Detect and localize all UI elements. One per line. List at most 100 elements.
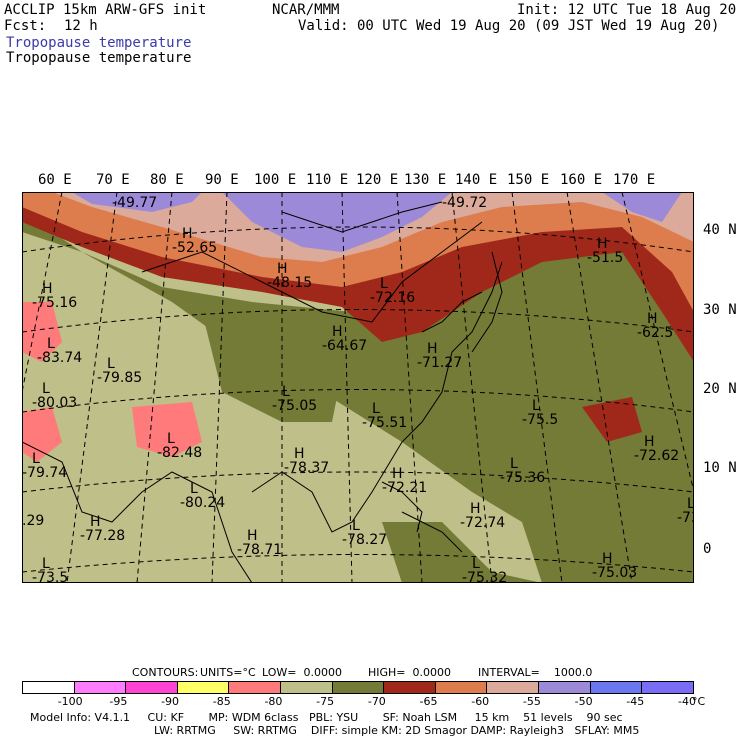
extremum-value: -75.32	[462, 570, 507, 583]
legend-swatch	[229, 682, 282, 693]
olive-region	[22, 212, 694, 583]
longitude-label: 70 E	[96, 172, 130, 188]
color-legend	[22, 681, 694, 694]
legend-swatch	[539, 682, 591, 693]
model-info-line2: LW: RRTMG SW: RRTMG DIFF: simple KM: 2D …	[154, 724, 640, 737]
extremum-value: .29	[22, 513, 44, 529]
longitude-label: 110 E	[306, 172, 349, 188]
legend-swatch	[332, 682, 385, 693]
legend-tick-label: -90	[161, 695, 180, 708]
pink-area-west	[22, 302, 62, 362]
legend-swatch	[177, 682, 230, 693]
extremum-value: -77.28	[80, 528, 125, 544]
extremum-value: -72.21	[382, 480, 427, 496]
extremum-marker: H	[470, 501, 481, 517]
valid-time: Valid: 00 UTC Wed 19 Aug 20 (09 JST Wed …	[298, 18, 720, 34]
extremum-marker: L	[352, 518, 360, 534]
pink-area-west2	[22, 407, 62, 462]
model-info-line1: Model Info: V4.1.1 CU: KF MP: WDM 6class…	[30, 711, 623, 724]
legend-swatch	[23, 682, 75, 693]
extremum-marker: H	[294, 446, 305, 462]
extremum-value: -73.5	[32, 570, 68, 583]
extremum-marker: L	[372, 401, 380, 417]
extremum-value: -80.03	[32, 395, 77, 411]
contours-interval: INTERVAL= 1000.0	[478, 666, 593, 679]
extremum-marker: L	[42, 381, 50, 397]
extremum-value: -79.74	[22, 465, 67, 481]
longitude-label: 120 E	[356, 172, 399, 188]
extremum-marker: H	[182, 226, 193, 242]
extremum-marker: L	[190, 481, 198, 497]
extremum-marker: L	[510, 456, 518, 472]
contour-field-title: Tropopause temperature	[6, 50, 192, 66]
legend-swatch	[126, 682, 178, 693]
center-label: NCAR/MMM	[272, 2, 340, 18]
extremum-marker: H	[42, 281, 53, 297]
red-spot-pacific	[582, 397, 642, 442]
init-time: Init: 12 UTC Tue 18 Aug 20	[517, 2, 737, 18]
extremum-value: -71.27	[417, 355, 462, 371]
extremum-marker: L	[32, 451, 40, 467]
legend-swatch	[281, 682, 333, 693]
longitude-label: 60 E	[38, 172, 72, 188]
extremum-marker: L	[380, 276, 388, 292]
legend-unit: °C	[692, 695, 706, 708]
latitude-label: 30 N	[703, 302, 737, 318]
extremum-marker: H	[427, 341, 438, 357]
extremum-marker: H	[122, 192, 133, 197]
purple-region-center	[222, 192, 452, 252]
extremum-marker: L	[47, 336, 55, 352]
extremum-marker: L	[107, 356, 115, 372]
extremum-value: -75.51	[362, 415, 407, 431]
extremum-value: -73.9	[677, 510, 694, 526]
legend-swatch	[384, 682, 436, 693]
coastlines	[22, 201, 503, 583]
extremum-marker: H	[277, 261, 288, 277]
extremum-marker: H	[644, 434, 655, 450]
latitude-label: 20 N	[703, 381, 737, 397]
graticule	[22, 192, 694, 583]
longitude-label: 130 E	[404, 172, 447, 188]
longitude-label: 170 E	[613, 172, 656, 188]
legend-tick-label: -75	[316, 695, 335, 708]
longitude-label: 100 E	[254, 172, 297, 188]
extremum-value: -48.15	[267, 275, 312, 291]
legend-tick-label: -40	[678, 695, 696, 708]
contours-high: HIGH= 0.0000	[368, 666, 452, 679]
extremum-marker: L	[687, 496, 694, 512]
legend-swatch	[642, 682, 693, 693]
extremum-value: -75.05	[272, 398, 317, 414]
legend-tick-label: -55	[522, 695, 541, 708]
extremum-marker: H	[90, 514, 101, 530]
map-frame	[22, 192, 694, 583]
purple-region-west	[72, 192, 202, 212]
extremum-value: -83.74	[37, 350, 82, 366]
extremum-value: -78.37	[284, 460, 329, 476]
legend-tick-label: -100	[57, 695, 83, 708]
legend-labels: -100 -95 -90 -85 -80 -75 -70 -65 -60 -55 -50 -45 -40…	[22, 695, 722, 709]
extremum-value: -80.24	[180, 495, 225, 511]
olive-region-sw	[202, 312, 342, 422]
purple-region-east	[602, 192, 682, 222]
contours-label: CONTOURS:	[132, 666, 199, 679]
legend-swatch	[487, 682, 540, 693]
contours-units: UNITS=°C	[200, 666, 256, 679]
legend-tick-label: -95	[109, 695, 128, 708]
legend-swatch	[74, 682, 127, 693]
extremum-value: -49.77	[112, 195, 157, 211]
extremum-marker: H	[452, 192, 463, 197]
longitude-label: 80 E	[150, 172, 184, 188]
legend-tick-label: -60	[471, 695, 490, 708]
extremum-value: -72.62	[634, 448, 679, 464]
tropopause-map: H-49.77H-52.65H-48.15H-49.72H-51.5H-62.5…	[22, 192, 694, 583]
legend-tick-label: -80	[264, 695, 283, 708]
legend-tick-label: -45	[626, 695, 645, 708]
extremum-value: -78.27	[342, 532, 387, 548]
extremum-marker: H	[597, 236, 608, 252]
legend-swatch	[590, 682, 643, 693]
extremum-value: -75.5	[522, 412, 558, 428]
extremum-marker: H	[602, 551, 613, 567]
extremum-marker: L	[167, 431, 175, 447]
contours-low: LOW= 0.0000	[262, 666, 342, 679]
extremum-value: -52.65	[172, 240, 217, 256]
